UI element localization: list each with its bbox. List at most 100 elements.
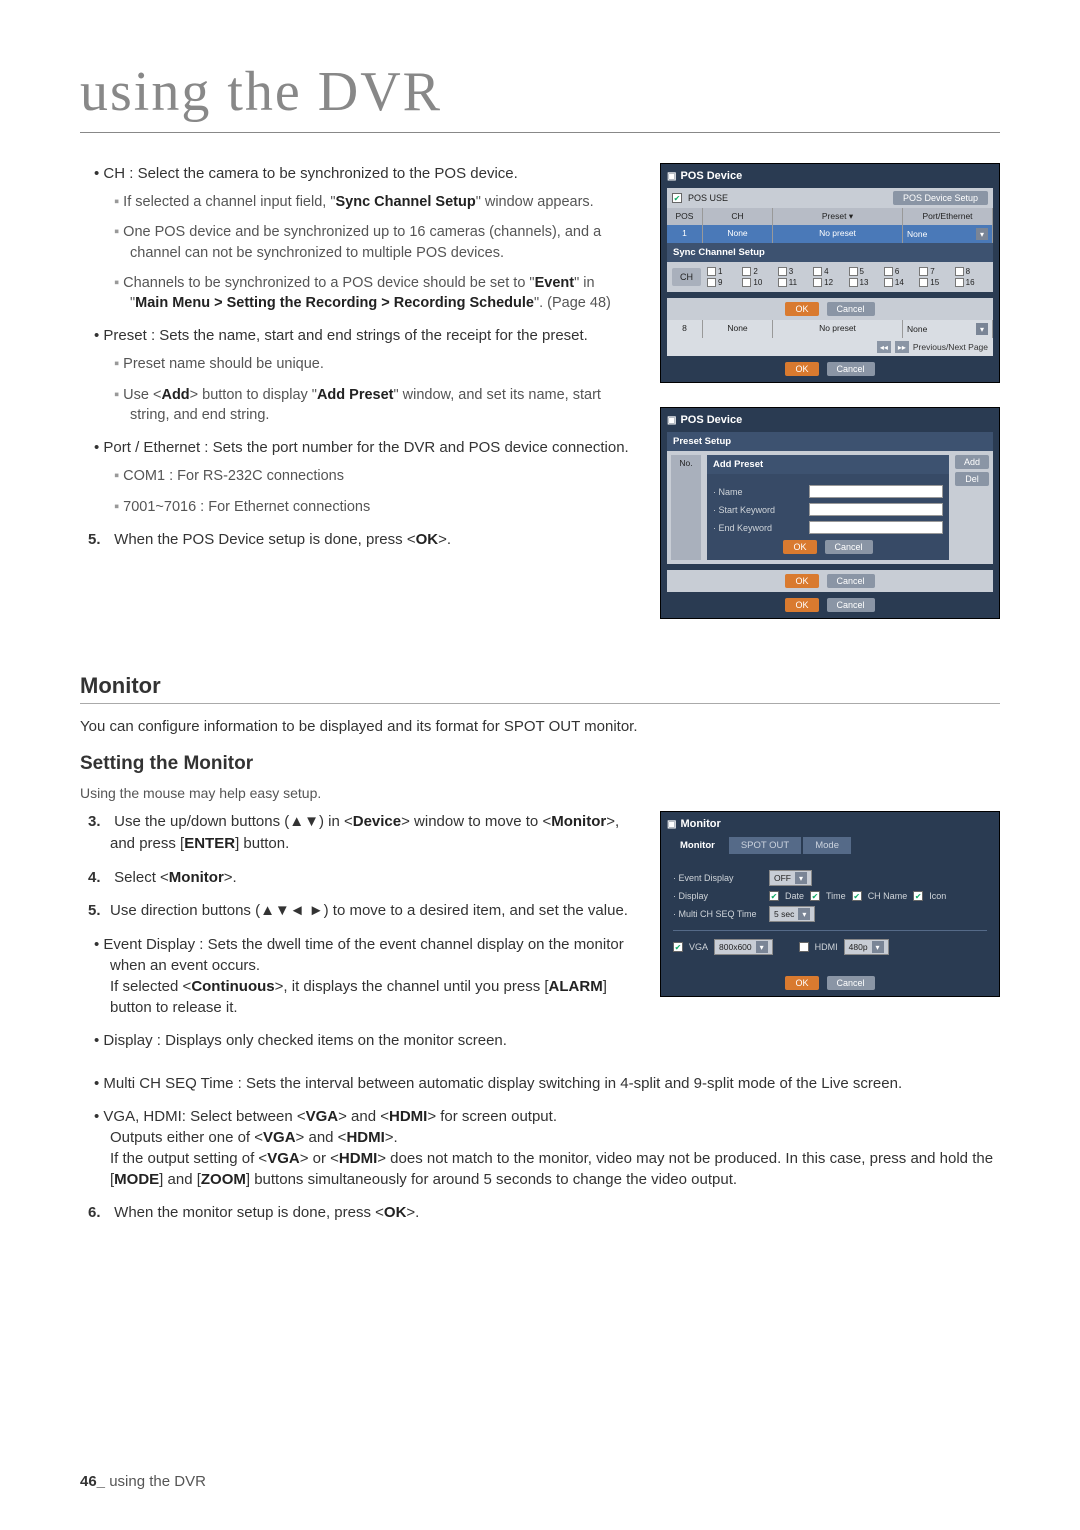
col-preset[interactable]: Preset ▾ xyxy=(773,208,903,225)
event-display-label: · Event Display xyxy=(673,873,763,883)
channel-checkbox[interactable]: 15 xyxy=(919,278,952,287)
channel-checkbox[interactable]: 1 xyxy=(707,267,740,276)
t: Use direction buttons (▲▼◄ ►) to move to… xyxy=(110,902,628,919)
t: Use the up/down buttons (▲▼) in < xyxy=(114,813,353,830)
monitor-dialog: Monitor Monitor SPOT OUT Mode · Event Di… xyxy=(660,811,1000,997)
channel-checkbox[interactable]: 10 xyxy=(742,278,775,287)
chevron-down-icon[interactable]: ▾ xyxy=(872,941,884,953)
vga-select[interactable]: 800x600▾ xyxy=(714,939,773,955)
posuse-label: POS USE xyxy=(688,193,728,203)
tab-monitor[interactable]: Monitor xyxy=(667,836,728,855)
channel-checkbox[interactable]: 16 xyxy=(955,278,988,287)
ok-button[interactable]: OK xyxy=(785,302,818,316)
sq-com1: COM1 : For RS-232C connections xyxy=(130,466,630,486)
channel-checkbox[interactable]: 12 xyxy=(813,278,846,287)
cancel-button[interactable]: Cancel xyxy=(827,598,875,612)
hdmi-select[interactable]: 480p▾ xyxy=(844,939,889,955)
channel-checkbox[interactable]: 6 xyxy=(884,267,917,276)
channel-checkbox[interactable]: 7 xyxy=(919,267,952,276)
channel-checkbox[interactable]: 3 xyxy=(778,267,811,276)
tab-mode[interactable]: Mode xyxy=(802,836,852,855)
add-button[interactable]: Add xyxy=(955,455,989,469)
pager-label: Previous/Next Page xyxy=(913,342,988,352)
step-6: 6. When the monitor setup is done, press… xyxy=(110,1202,1000,1224)
ok-button[interactable]: OK xyxy=(785,598,818,612)
page-title: using the DVR xyxy=(80,60,1000,133)
dialog-title: POS Device xyxy=(667,414,993,426)
t: Channels to be synchronized to a POS dev… xyxy=(123,275,534,291)
channel-checkbox[interactable]: 5 xyxy=(849,267,882,276)
channel-checkbox[interactable]: 11 xyxy=(778,278,811,287)
channel-checkbox[interactable]: 4 xyxy=(813,267,846,276)
cell[interactable]: None xyxy=(703,225,773,243)
icon-checkbox[interactable]: ✔ xyxy=(913,891,923,901)
event-display-select[interactable]: OFF▾ xyxy=(769,870,812,886)
date-checkbox[interactable]: ✔ xyxy=(769,891,779,901)
cell[interactable]: None▾ xyxy=(903,320,993,338)
cancel-button[interactable]: Cancel xyxy=(827,574,875,588)
t: Sync Channel Setup xyxy=(673,247,765,258)
col-no: No. xyxy=(671,455,701,560)
start-label: · Start Keyword xyxy=(713,505,803,515)
col-ch: CH xyxy=(703,208,773,225)
multi-seq-select[interactable]: 5 sec ▾ xyxy=(769,906,815,922)
chevron-down-icon[interactable]: ▾ xyxy=(976,323,988,335)
t: ENTER xyxy=(184,835,235,852)
name-input[interactable] xyxy=(809,485,943,498)
t: If the output setting of < xyxy=(110,1150,267,1167)
hdmi-checkbox[interactable]: ✔ xyxy=(799,942,809,952)
sq-sync: If selected a channel input field, "Sync… xyxy=(130,192,630,212)
t: HDMI xyxy=(346,1129,384,1146)
dialog-title: Monitor xyxy=(667,818,993,830)
sync-channel-bar: Sync Channel Setup xyxy=(667,243,993,262)
channel-checkbox[interactable]: 14 xyxy=(884,278,917,287)
ok-button[interactable]: OK xyxy=(783,540,816,554)
t: >. xyxy=(438,531,451,548)
channel-checkbox[interactable]: 2 xyxy=(742,267,775,276)
t: Select < xyxy=(114,869,169,886)
cancel-button[interactable]: Cancel xyxy=(827,362,875,376)
ok-button[interactable]: OK xyxy=(785,574,818,588)
chname-checkbox[interactable]: ✔ xyxy=(852,891,862,901)
start-keyword-input[interactable] xyxy=(809,503,943,516)
t: Main Menu > Setting the Recording > Reco… xyxy=(135,295,534,311)
posuse-checkbox[interactable]: ✔ xyxy=(672,193,682,203)
name-label: · Name xyxy=(713,487,803,497)
t: VGA xyxy=(306,1108,339,1125)
tab-spot-out[interactable]: SPOT OUT xyxy=(728,836,802,855)
chevron-down-icon[interactable]: ▾ xyxy=(756,941,768,953)
vga-checkbox[interactable]: ✔ xyxy=(673,942,683,952)
step-5-pos: 5. When the POS Device setup is done, pr… xyxy=(110,529,630,551)
t: >. xyxy=(406,1204,419,1221)
chevron-down-icon[interactable]: ▾ xyxy=(976,228,988,240)
t: HDMI xyxy=(339,1150,377,1167)
chevron-down-icon[interactable]: ▾ xyxy=(795,872,807,884)
pos-device-setup-button[interactable]: POS Device Setup xyxy=(893,191,988,205)
cell[interactable]: None xyxy=(703,320,773,338)
t: Event Display : Sets the dwell time of t… xyxy=(103,936,623,974)
setting-monitor-heading: Setting the Monitor xyxy=(80,753,1000,775)
cell[interactable]: No preset xyxy=(773,320,903,338)
t: 5 sec xyxy=(774,909,794,919)
channel-checkbox[interactable]: 13 xyxy=(849,278,882,287)
next-page-button[interactable]: ▸▸ xyxy=(895,341,909,353)
t: OK xyxy=(416,531,439,548)
channel-checkbox[interactable]: 8 xyxy=(955,267,988,276)
del-button[interactable]: Del xyxy=(955,472,989,486)
cell[interactable]: None▾ xyxy=(903,225,993,243)
ok-button[interactable]: OK xyxy=(785,976,818,990)
cell[interactable]: No preset xyxy=(773,225,903,243)
cancel-button[interactable]: Cancel xyxy=(827,976,875,990)
t: When the monitor setup is done, press < xyxy=(114,1204,384,1221)
time-checkbox[interactable]: ✔ xyxy=(810,891,820,901)
chevron-down-icon[interactable]: ▾ xyxy=(798,908,810,920)
cancel-button[interactable]: Cancel xyxy=(827,302,875,316)
prev-page-button[interactable]: ◂◂ xyxy=(877,341,891,353)
cancel-button[interactable]: Cancel xyxy=(825,540,873,554)
channel-checkbox[interactable]: 9 xyxy=(707,278,740,287)
t: ] button. xyxy=(235,835,289,852)
t: > or < xyxy=(300,1150,339,1167)
ok-button[interactable]: OK xyxy=(785,362,818,376)
end-keyword-input[interactable] xyxy=(809,521,943,534)
t: ] and [ xyxy=(159,1171,201,1188)
